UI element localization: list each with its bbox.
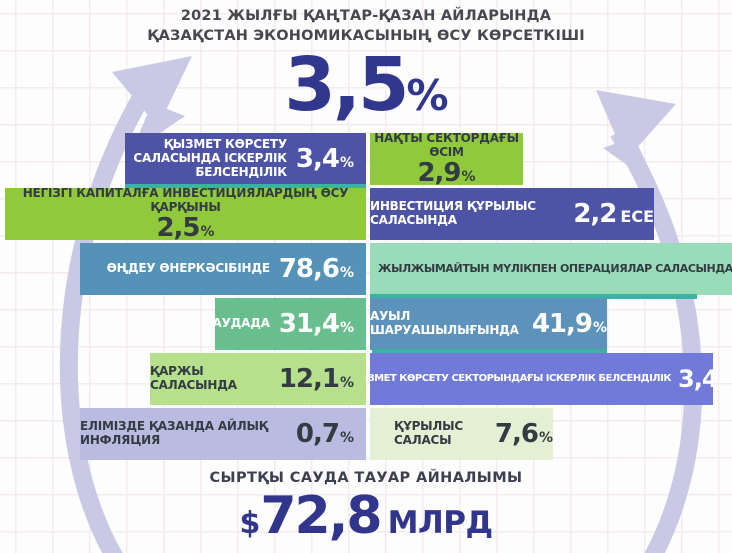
bar-construction-investment: ИНВЕСТИЦИЯ ҚҰРЫЛЫС САЛАСЫНДА 2,2 ЕСЕ xyxy=(370,188,654,240)
bar-value: 31,4 xyxy=(278,309,340,339)
bar-value: 3,4 xyxy=(295,144,340,174)
bar-value: 2,2 xyxy=(573,199,617,229)
currency-sign: $ xyxy=(239,506,261,541)
bar-trade: САУДАДА 31,4% xyxy=(215,298,366,350)
bar-value: 41,9 xyxy=(531,309,593,339)
bar-unit: % xyxy=(538,430,553,446)
bar-value: 0,7 xyxy=(295,419,340,449)
bar-label: ЖЫЛЖЫМАЙТЫН МҮЛІКПЕН ОПЕРАЦИЯЛАР САЛАСЫН… xyxy=(378,261,732,275)
bar-unit: % xyxy=(339,430,354,446)
bar-unit: ЕСЕ xyxy=(620,207,654,226)
bar-monthly-inflation: ЕЛІМІЗДЕ ҚАЗАНДА АЙЛЫҚ ИНФЛЯЦИЯ 0,7% xyxy=(80,408,366,460)
bar-value: 2,9 xyxy=(417,158,461,185)
bar-unit: % xyxy=(592,320,607,336)
headline-growth-value: 3,5% xyxy=(0,48,732,122)
bar-services-sector-business-activity: ҚЫЗМЕТ КӨРСЕТУ СЕКТОРЫНДАҒЫ ІСКЕРЛІК БЕЛ… xyxy=(370,353,713,405)
bar-value: 2,5 xyxy=(156,213,200,240)
bar-label: НАҚТЫ СЕКТОРДАҒЫ ӨСІМ xyxy=(374,133,519,159)
headline-number: 3,5 xyxy=(284,42,409,128)
bar-label: АУЫЛ ШАРУАШЫЛЫҒЫНДА xyxy=(370,309,519,337)
bar-finance-sector: ҚАРЖЫ САЛАСЫНДА 12,1% xyxy=(150,353,366,405)
bar-label: ЕЛІМІЗДЕ ҚАЗАНДА АЙЛЫҚ ИНФЛЯЦИЯ xyxy=(80,419,268,447)
page-title: 2021 ЖЫЛҒЫ ҚАҢТАР-ҚАЗАН АЙЛАРЫНДА ҚАЗАҚС… xyxy=(0,7,732,46)
bar-label: ҚАРЖЫ САЛАСЫНДА xyxy=(150,364,237,392)
accent-strip xyxy=(372,349,607,354)
bar-manufacturing-industry: ӨҢДЕУ ӨНЕРКӘСІБІНДЕ 78,6% xyxy=(80,243,366,295)
bar-label: НЕГІЗГІ КАПИТАЛҒА ИНВЕСТИЦИЯЛАРДЫҢ ӨСУ Қ… xyxy=(22,188,349,214)
bar-label: ӨҢДЕУ ӨНЕРКӘСІБІНДЕ xyxy=(106,261,270,276)
bar-services-business-activity: ҚЫЗМЕТ КӨРСЕТУ САЛАСЫНДА ІСКЕРЛІК БЕЛСЕН… xyxy=(125,133,366,185)
bar-real-estate-operations: ЖЫЛЖЫМАЙТЫН МҮЛІКПЕН ОПЕРАЦИЯЛАР САЛАСЫН… xyxy=(370,243,732,295)
trade-turnover-unit: МЛРД xyxy=(387,505,493,541)
bar-unit: % xyxy=(339,155,354,171)
bar-fixed-capital-investment-growth: НЕГІЗГІ КАПИТАЛҒА ИНВЕСТИЦИЯЛАРДЫҢ ӨСУ Қ… xyxy=(5,188,366,240)
foreign-trade-turnover-value: $72,8 МЛРД xyxy=(0,490,732,542)
accent-strip xyxy=(125,184,366,189)
bar-value: 3,4 xyxy=(678,365,713,393)
accent-strip xyxy=(370,294,697,299)
bar-label: САУДАДА xyxy=(215,316,270,331)
page-title-line1: 2021 ЖЫЛҒЫ ҚАҢТАР-ҚАЗАН АЙЛАРЫНДА xyxy=(180,8,552,24)
bar-unit: % xyxy=(461,169,476,185)
bar-value: 7,6 xyxy=(494,419,539,449)
bar-unit: % xyxy=(339,375,354,391)
foreign-trade-turnover-label: СЫРТҚЫ САУДА ТАУАР АЙНАЛЫМЫ xyxy=(209,470,523,486)
bar-label: ИНВЕСТИЦИЯ ҚҰРЫЛЫС САЛАСЫНДА xyxy=(370,199,536,227)
bar-real-sector-growth: НАҚТЫ СЕКТОРДАҒЫ ӨСІМ 2,9% xyxy=(370,133,523,185)
bar-unit: % xyxy=(339,265,354,281)
trade-turnover-number: 72,8 xyxy=(260,486,382,546)
page-title-line2: ҚАЗАҚСТАН ЭКОНОМИКАСЫНЫҢ ӨСУ КӨРСЕТКІШІ xyxy=(147,27,585,44)
bar-unit: % xyxy=(200,224,215,240)
bar-label: ҚҰРЫЛЫС САЛАСЫ xyxy=(394,419,464,447)
bar-label: ҚЫЗМЕТ КӨРСЕТУ САЛАСЫНДА ІСКЕРЛІК БЕЛСЕН… xyxy=(133,137,287,179)
bar-label: ҚЫЗМЕТ КӨРСЕТУ СЕКТОРЫНДАҒЫ ІСКЕРЛІК БЕЛ… xyxy=(370,373,672,385)
bar-unit: % xyxy=(339,320,354,336)
headline-percent-sign: % xyxy=(406,71,449,120)
bar-construction-sector: ҚҰРЫЛЫС САЛАСЫ 7,6% xyxy=(370,408,553,460)
bar-value: 12,1 xyxy=(278,364,340,394)
bar-value: 78,6 xyxy=(278,254,340,284)
bar-agriculture: АУЫЛ ШАРУАШЫЛЫҒЫНДА 41,9% xyxy=(370,298,607,350)
